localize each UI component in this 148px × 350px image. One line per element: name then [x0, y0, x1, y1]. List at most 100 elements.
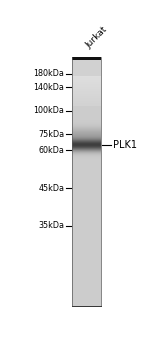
Bar [72, 155, 101, 156]
Bar [72, 63, 101, 64]
Bar [72, 103, 101, 104]
Bar [72, 245, 101, 246]
Bar [72, 288, 101, 289]
Bar [72, 165, 101, 166]
Bar [72, 93, 101, 94]
Bar [72, 100, 101, 101]
Bar [72, 185, 101, 186]
Bar [72, 124, 101, 125]
Bar [72, 69, 101, 70]
Bar [72, 200, 101, 201]
Bar [72, 117, 101, 118]
Bar [72, 267, 101, 268]
Bar [72, 178, 101, 179]
Bar [72, 299, 101, 300]
Bar [72, 240, 101, 241]
Bar [72, 296, 101, 297]
Bar [72, 126, 101, 127]
Bar [72, 265, 101, 266]
Bar [72, 166, 101, 167]
Bar [72, 125, 101, 126]
Bar [72, 169, 101, 170]
Bar [72, 207, 101, 208]
Bar [72, 252, 101, 253]
Bar [72, 266, 101, 267]
Bar [72, 143, 101, 144]
Bar [72, 229, 101, 230]
Bar [72, 80, 101, 81]
Bar [72, 128, 101, 129]
Bar [72, 261, 101, 262]
Bar [72, 182, 101, 183]
Bar [72, 189, 101, 190]
Bar [72, 146, 101, 147]
Bar [72, 277, 101, 278]
Bar [72, 172, 101, 173]
Bar [72, 269, 101, 270]
Bar [72, 64, 101, 65]
Bar [72, 114, 101, 115]
Bar [72, 268, 101, 269]
Bar [72, 175, 101, 176]
Bar [72, 247, 101, 248]
Bar [72, 181, 101, 182]
Bar [72, 232, 101, 233]
Bar [72, 131, 101, 132]
Bar [72, 300, 101, 301]
Bar [72, 291, 101, 292]
Bar [72, 98, 101, 99]
Bar [72, 219, 101, 220]
Bar [72, 217, 101, 218]
Bar [72, 294, 101, 295]
Bar [72, 284, 101, 285]
Bar [72, 231, 101, 232]
Bar [72, 154, 101, 155]
Bar [72, 265, 101, 266]
Bar [72, 157, 101, 158]
Text: 45kDa: 45kDa [38, 183, 64, 192]
Bar [72, 151, 101, 152]
Bar [72, 139, 101, 140]
Bar [72, 272, 101, 273]
Bar [72, 71, 101, 72]
Bar [72, 191, 101, 192]
Bar [72, 101, 101, 102]
Bar [72, 213, 101, 214]
Bar [72, 130, 101, 131]
Bar [72, 264, 101, 265]
Bar [72, 149, 101, 150]
Bar [72, 294, 101, 295]
Bar [72, 171, 101, 172]
Bar [72, 72, 101, 73]
Bar [72, 75, 101, 76]
Bar [72, 87, 101, 88]
Bar [72, 275, 101, 276]
Bar [72, 225, 101, 226]
Bar [72, 110, 101, 111]
Bar [72, 133, 101, 134]
Bar [72, 77, 101, 78]
Bar [72, 111, 101, 112]
Bar [72, 110, 101, 111]
Text: PLK1: PLK1 [113, 140, 137, 150]
Bar [72, 123, 101, 124]
Bar [72, 113, 101, 114]
Bar [72, 223, 101, 224]
Bar [72, 194, 101, 195]
Bar [72, 281, 101, 282]
Bar [72, 303, 101, 304]
Bar [72, 145, 101, 146]
Bar [72, 82, 101, 83]
Bar [72, 94, 101, 95]
Bar [72, 121, 101, 122]
Bar [72, 96, 101, 97]
Bar [72, 168, 101, 169]
Bar [72, 162, 101, 163]
Bar [72, 210, 101, 211]
Bar [72, 125, 101, 126]
Bar [72, 263, 101, 264]
Bar [72, 121, 101, 122]
Bar [72, 195, 101, 196]
Bar [72, 239, 101, 240]
Bar [72, 62, 101, 63]
